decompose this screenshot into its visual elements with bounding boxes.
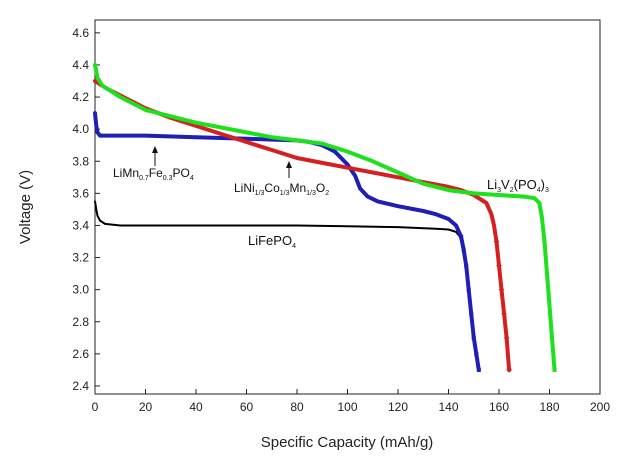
annotation-limnfepo4-label: LiMn0.7Fe0.3PO4 — [113, 166, 194, 182]
y-tick-label: 3.0 — [72, 283, 89, 297]
x-tick-label: 180 — [539, 400, 559, 414]
series-point-li3v2-po4-3 — [542, 239, 547, 244]
x-tick-label: 140 — [438, 400, 458, 414]
y-tick-label: 4.6 — [72, 26, 89, 40]
series-layer — [93, 62, 557, 373]
series-point-limn0-7fe0-3po4 — [471, 335, 476, 340]
series-point-lini1-3co1-3mn1-3o2 — [501, 310, 507, 317]
x-axis: 0 20 40 60 80 100 120 140 160 180 200 — [92, 389, 610, 414]
series-point-lini1-3co1-3mn1-3o2 — [493, 238, 500, 245]
x-tick-label: 40 — [189, 400, 203, 414]
series-point-limn0-7fe0-3po4 — [464, 263, 469, 268]
x-tick-label: 0 — [92, 400, 99, 414]
x-tick-label: 20 — [139, 400, 153, 414]
x-tick-label: 60 — [240, 400, 254, 414]
series-point-limn0-7fe0-3po4 — [466, 287, 471, 292]
series-point-limn0-7fe0-3po4 — [474, 351, 479, 356]
plot-frame — [94, 19, 601, 395]
y-tick-label: 2.6 — [72, 347, 89, 361]
y-tick-label: 3.8 — [72, 154, 89, 168]
x-tick-label: 100 — [337, 400, 357, 414]
annotation-linicomno2: LiNi1/3Co1/3Mn1/3O2 — [234, 161, 329, 197]
series-line-limn0-7fe0-3po4 — [93, 111, 481, 372]
series-line-lifepo4 — [94, 200, 480, 371]
y-tick-label: 2.8 — [72, 315, 89, 329]
annotation-limnfepo4: LiMn0.7Fe0.3PO4 — [113, 146, 194, 182]
series-point-lini1-3co1-3mn1-3o2 — [498, 286, 505, 293]
annotation-linicomno2-arrowhead — [286, 161, 292, 168]
series-line-li3v2-po4-3 — [93, 62, 557, 372]
x-tick-label: 120 — [388, 400, 408, 414]
y-tick-label: 2.4 — [72, 379, 89, 393]
series-point-lini1-3co1-3mn1-3o2 — [503, 334, 510, 341]
series-point-limn0-7fe0-3po4 — [461, 247, 466, 252]
series-point-limn0-7fe0-3po4 — [476, 367, 481, 372]
y-axis: 2.4 2.6 2.8 3.0 3.2 3.4 3.6 3.8 4.0 4.2 4.4 4.6 — [72, 26, 100, 393]
series-line-lini1-3co1-3mn1-3o2 — [93, 79, 512, 372]
y-tick-label: 4.2 — [72, 90, 89, 104]
y-tick-label: 4.0 — [72, 122, 89, 136]
series-point-lini1-3co1-3mn1-3o2 — [496, 262, 502, 269]
series-point-lini1-3co1-3mn1-3o2 — [506, 367, 512, 373]
y-tick-label: 3.6 — [72, 186, 89, 200]
x-tick-label: 80 — [290, 400, 304, 414]
series-point-li3v2-po4-3 — [544, 271, 549, 276]
annotation-livpo4-label: Li3V2(PO4)3 — [487, 177, 549, 194]
series-point-li3v2-po4-3 — [550, 335, 555, 340]
y-axis-label: Voltage (V) — [17, 170, 34, 244]
series-point-limn0-7fe0-3po4 — [459, 234, 464, 239]
annotation-linicomno2-label: LiNi1/3Co1/3Mn1/3O2 — [234, 181, 329, 197]
x-tick-label: 200 — [590, 400, 610, 414]
x-axis-label: Specific Capacity (mAh/g) — [261, 434, 434, 451]
y-tick-label: 4.4 — [72, 58, 89, 72]
y-tick-label: 3.4 — [72, 218, 89, 232]
series-point-li3v2-po4-3 — [547, 303, 552, 308]
annotation-lifepo4-label: LiFePO4 — [248, 233, 296, 250]
series-point-li3v2-po4-3 — [552, 367, 557, 372]
y-tick-label: 3.2 — [72, 251, 89, 265]
series-point-limn0-7fe0-3po4 — [469, 311, 474, 316]
annotation-limnfepo4-arrowhead — [152, 146, 158, 153]
x-tick-label: 160 — [489, 400, 509, 414]
